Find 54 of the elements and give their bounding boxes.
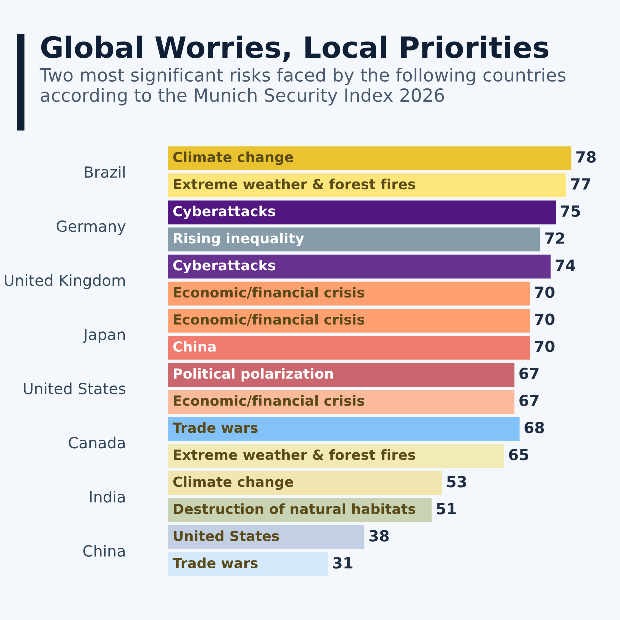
data-label: 70: [535, 314, 555, 326]
annotation: Extreme weather & forest fires: [174, 178, 416, 190]
annotation: United States: [174, 530, 280, 542]
annotation: China: [174, 341, 216, 352]
data-label: 31: [333, 557, 353, 569]
bar: [168, 417, 520, 442]
bar: [168, 363, 515, 387]
annotation: Rising inequality: [174, 232, 304, 246]
annotation: Cyberattacks: [174, 260, 276, 274]
bar: [168, 146, 572, 170]
bar: [168, 526, 365, 550]
annotation: Trade wars: [172, 422, 258, 434]
data-label: 77: [571, 178, 590, 190]
bar: [168, 390, 515, 414]
annotation: Climate change: [174, 476, 294, 490]
y-tick-label: United Kingdom: [5, 274, 126, 290]
y-tick-label: United States: [24, 382, 126, 395]
data-label: 78: [576, 151, 596, 163]
chart-subtitle: Two most significant risks faced by the following countries according to the Munich Security Index 2026: [40, 68, 566, 106]
bar: [168, 200, 556, 225]
data-label: 67: [520, 368, 539, 380]
bar: [168, 471, 442, 496]
annotation: Cyberattacks: [174, 206, 276, 220]
annotation: Economic/financial crisis: [174, 287, 364, 299]
data-label: 51: [437, 503, 456, 515]
bar: [168, 552, 328, 576]
data-label: 67: [520, 394, 539, 407]
y-tick-label: Germany: [56, 220, 126, 236]
bar: [168, 254, 551, 279]
annotation: Destruction of natural habitats: [174, 504, 416, 514]
bar: [168, 174, 566, 198]
y-tick-label: China: [84, 545, 125, 557]
annotation: Extreme weather & forest fires: [174, 450, 416, 460]
data-label: 65: [509, 449, 529, 461]
data-label: 70: [535, 340, 555, 352]
annotation: Climate change: [174, 152, 294, 166]
data-label: 68: [524, 422, 544, 434]
annotation: Political polarization: [174, 368, 334, 382]
y-tick-label: Brazil: [85, 166, 125, 178]
y-tick-label: Japan: [82, 329, 126, 344]
data-label: 72: [546, 232, 564, 244]
annotation: Economic/financial crisis: [174, 314, 364, 326]
chart-title: Global Worries, Local Priorities: [41, 36, 549, 62]
y-tick-label: India: [90, 491, 125, 503]
annotation: Trade wars: [172, 558, 258, 568]
bar: [168, 228, 541, 252]
y-tick-label: Canada: [69, 436, 125, 449]
bar: [168, 336, 530, 360]
data-label: 53: [447, 476, 466, 488]
data-label: 74: [556, 260, 576, 271]
data-label: 70: [535, 286, 555, 298]
data-label: 75: [561, 206, 580, 218]
annotation: Economic/financial crisis: [174, 395, 364, 408]
data-label: 38: [370, 530, 389, 542]
